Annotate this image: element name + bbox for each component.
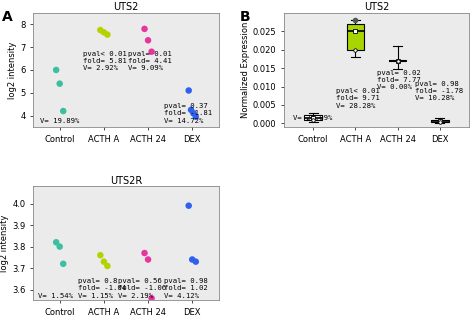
Point (56, 244, 64, 249)
Point (141, 26, 148, 31)
Point (100, 259, 108, 264)
Text: pval= 0.01
fold= 4.41
V= 9.09%: pval= 0.01 fold= 4.41 V= 9.09% (128, 51, 172, 71)
Text: pval= 0.37
fold= -1.81
V= 14.72%: pval= 0.37 fold= -1.81 V= 14.72% (164, 103, 212, 124)
Point (144, 257, 152, 262)
Y-axis label: log2 intensity: log2 intensity (0, 215, 9, 272)
Point (100, 30, 108, 35)
Title: UTS2R: UTS2R (110, 175, 142, 185)
Title: UTS2: UTS2 (113, 2, 139, 12)
Text: pval= 0.02
fold= 7.77
V= 0.00%: pval= 0.02 fold= 7.77 V= 0.00% (377, 70, 421, 90)
Text: V= 26.09%: V= 26.09% (293, 116, 332, 121)
Text: pval= 0.98
fold= -1.78
V= 10.28%: pval= 0.98 fold= -1.78 V= 10.28% (415, 81, 464, 101)
Point (190, 111, 197, 116)
Point (192, 114, 200, 119)
Point (97, 253, 104, 258)
Point (185, 203, 192, 208)
Point (104, 32, 111, 37)
Point (52, 240, 60, 245)
Text: pval= 0.56
fold= -1.06
V= 2.19%: pval= 0.56 fold= -1.06 V= 2.19% (118, 278, 166, 299)
Text: V= 1.54%: V= 1.54% (38, 293, 73, 299)
Point (52, 68, 60, 73)
PathPatch shape (304, 115, 322, 120)
Point (141, 250, 148, 255)
Y-axis label: Normalized Expression: Normalized Expression (241, 22, 250, 118)
Text: pval= 0.8
fold= -1.04
V= 1.15%: pval= 0.8 fold= -1.04 V= 1.15% (78, 278, 127, 299)
PathPatch shape (389, 60, 406, 61)
Point (59, 261, 67, 266)
Point (104, 263, 111, 268)
Text: V= 19.89%: V= 19.89% (40, 118, 79, 124)
Point (189, 257, 196, 262)
Point (185, 88, 192, 93)
PathPatch shape (431, 120, 448, 122)
Text: B: B (239, 10, 250, 24)
Point (59, 109, 67, 114)
Point (144, 38, 152, 43)
Point (187, 107, 195, 112)
Text: pval= 0.98
fold= 1.02
V= 4.12%: pval= 0.98 fold= 1.02 V= 4.12% (164, 278, 207, 299)
Text: pval< 0.01
fold= 9.71
V= 28.28%: pval< 0.01 fold= 9.71 V= 28.28% (337, 88, 380, 109)
Point (148, 49, 155, 54)
Title: UTS2: UTS2 (364, 2, 389, 12)
Text: A: A (2, 10, 13, 24)
PathPatch shape (346, 24, 364, 50)
Point (56, 81, 64, 86)
Point (148, 296, 155, 301)
Text: pval< 0.01
fold= 5.81
V= 2.92%: pval< 0.01 fold= 5.81 V= 2.92% (82, 51, 127, 71)
Point (192, 259, 200, 264)
Y-axis label: log2 intensity: log2 intensity (9, 41, 18, 99)
Point (97, 27, 104, 33)
